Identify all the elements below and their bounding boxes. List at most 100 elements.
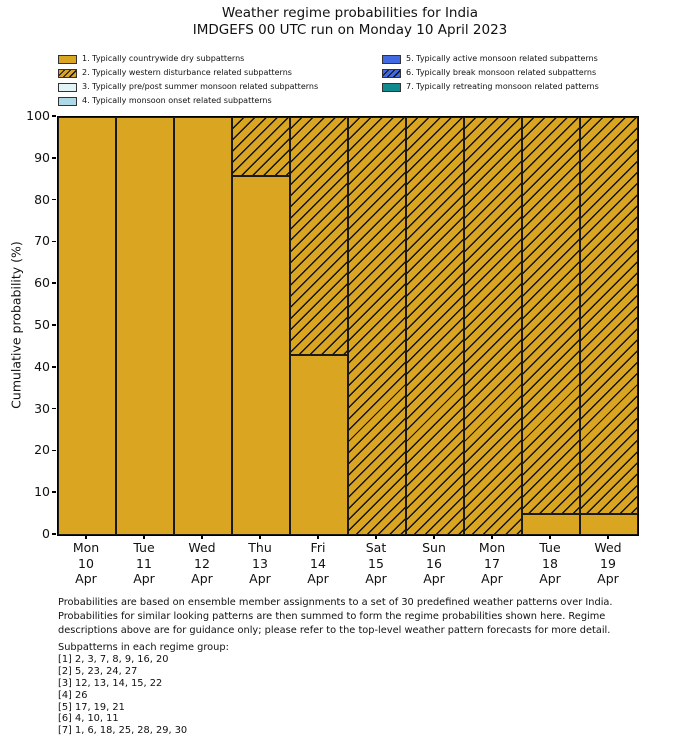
x-tick-label-line: Mon [72, 540, 100, 555]
y-tick-label: 80 [34, 191, 50, 207]
y-tick-label: 0 [42, 526, 50, 541]
x-tick-mark [143, 535, 145, 539]
legend-item-label: 5. Typically active monsoon related subp… [406, 54, 598, 63]
solid-swatch-icon [58, 54, 77, 64]
subpatterns-group-line: [6] 4, 10, 11 [58, 713, 119, 725]
hatched-swatch-icon [382, 68, 401, 78]
x-tick-label-line: Sat [365, 540, 387, 555]
x-tick-label-line: Tue [539, 540, 561, 555]
x-tick-label-line: Apr [249, 571, 271, 586]
x-tick-label: Fri 14 Apr [307, 540, 329, 587]
y-tick-mark [52, 115, 56, 117]
x-tick-label: Mon 17 Apr [479, 540, 505, 587]
bar-segment [406, 117, 464, 535]
subpatterns-group-line: [2] 5, 23, 24, 27 [58, 665, 138, 677]
solid-swatch-icon [58, 96, 77, 106]
x-tick-label-line: Apr [75, 571, 97, 586]
chart-title: Weather regime probabilities for India I… [0, 5, 700, 39]
x-tick-label: Tue 11 Apr [133, 540, 155, 587]
x-tick-label-line: Apr [423, 571, 445, 586]
y-tick-mark [52, 407, 56, 410]
x-tick-label: Mon 10 Apr [73, 540, 99, 587]
x-tick-label-line: 14 [310, 555, 326, 571]
y-tick-label: 90 [34, 149, 50, 165]
x-tick-label-line: Apr [539, 571, 561, 586]
bar-mon-10-apr [58, 117, 116, 535]
x-tick-label: Sun 16 Apr [422, 540, 446, 587]
subpatterns-group-line: [4] 26 [58, 689, 88, 701]
y-tick-label: 40 [34, 358, 50, 374]
bar-thu-13-apr [232, 117, 290, 535]
x-tick-mark [317, 535, 319, 539]
x-tick-label-line: 17 [484, 555, 500, 571]
chart-title-line2: IMDGEFS 00 UTC run on Monday 10 April 20… [192, 22, 508, 38]
y-tick-label: 60 [34, 275, 50, 291]
y-tick-mark [52, 157, 56, 159]
x-tick-label-line: 18 [542, 555, 558, 571]
x-tick-label-line: Apr [365, 571, 387, 586]
bar-sat-15-apr [348, 117, 406, 535]
y-tick-label: 70 [34, 233, 50, 249]
subpatterns-heading: Subpatterns in each regime group: [58, 642, 229, 653]
bar-tue-18-apr [522, 117, 580, 535]
x-tick-mark [375, 535, 377, 539]
legend-item: 1. Typically countrywide dry subpatterns [58, 52, 318, 66]
bar-segment [580, 514, 638, 535]
y-tick-label: 10 [34, 484, 50, 500]
x-tick-mark [259, 535, 261, 539]
x-tick-label-line: Mon [478, 540, 506, 555]
legend-item-label: 4. Typically monsoon onset related subpa… [82, 96, 272, 105]
bar-wed-12-apr [174, 117, 232, 535]
x-tick-label: Wed 19 Apr [594, 540, 621, 587]
footnote-line: descriptions above are for guidance only… [58, 624, 611, 636]
x-tick-label-line: Wed [188, 540, 216, 555]
legend-item-label: 3. Typically pre/post summer monsoon rel… [82, 82, 319, 91]
solid-swatch-icon [382, 54, 401, 64]
x-tick-label: Wed 12 Apr [188, 540, 215, 587]
y-tick-label: 20 [34, 442, 50, 458]
legend-item: 2. Typically western disturbance related… [58, 66, 318, 80]
y-tick-label: 100 [26, 108, 50, 123]
x-tick-mark [201, 535, 203, 539]
y-tick-mark [52, 240, 56, 243]
x-tick-label-line: 10 [78, 555, 94, 571]
x-tick-label-line: Tue [133, 540, 155, 555]
legend-item: 4. Typically monsoon onset related subpa… [58, 94, 318, 108]
legend-item-label: 6. Typically break monsoon related subpa… [406, 68, 597, 77]
x-tick-label-line: Apr [191, 571, 213, 586]
x-tick-label: Thu 13 Apr [248, 540, 271, 587]
footnote-line: Probabilities are based on ensemble memb… [58, 597, 613, 608]
x-tick-label: Sat 15 Apr [365, 540, 387, 587]
legend-item: 3. Typically pre/post summer monsoon rel… [58, 80, 318, 94]
bar-segment [290, 355, 348, 535]
bar-mon-17-apr [464, 117, 522, 535]
x-tick-mark [607, 535, 609, 539]
x-tick-mark [549, 535, 551, 539]
bar-wed-19-apr [580, 117, 638, 535]
subpatterns-group-line: [7] 1, 6, 18, 25, 28, 29, 30 [58, 725, 188, 737]
y-tick-mark [52, 282, 56, 284]
y-tick-mark [52, 366, 56, 368]
subpatterns-list: Subpatterns in each regime group: [1] 2,… [58, 642, 229, 737]
x-tick-label-line: Apr [307, 571, 329, 586]
footnote-text: Probabilities are based on ensemble memb… [58, 596, 688, 637]
bar-segment [174, 117, 232, 535]
bar-fri-14-apr [290, 117, 348, 535]
x-tick-label-line: Thu [248, 540, 272, 555]
x-tick-label-line: Wed [594, 540, 622, 555]
solid-swatch-icon [58, 82, 77, 92]
bar-tue-11-apr [116, 117, 174, 535]
y-tick-label: 50 [34, 317, 50, 332]
legend-item: 5. Typically active monsoon related subp… [382, 52, 599, 66]
legend-column-left: 1. Typically countrywide dry subpatterns… [58, 52, 318, 108]
y-tick-mark [52, 324, 56, 326]
solid-swatch-icon [382, 82, 401, 92]
bar-segment [58, 117, 116, 535]
x-tick-label: Tue 18 Apr [539, 540, 561, 587]
subpatterns-group-line: [5] 17, 19, 21 [58, 701, 125, 713]
hatched-swatch-icon [58, 68, 77, 78]
x-tick-label-line: 11 [136, 555, 152, 571]
legend-item: 6. Typically break monsoon related subpa… [382, 66, 599, 80]
bar-segment [348, 117, 406, 535]
